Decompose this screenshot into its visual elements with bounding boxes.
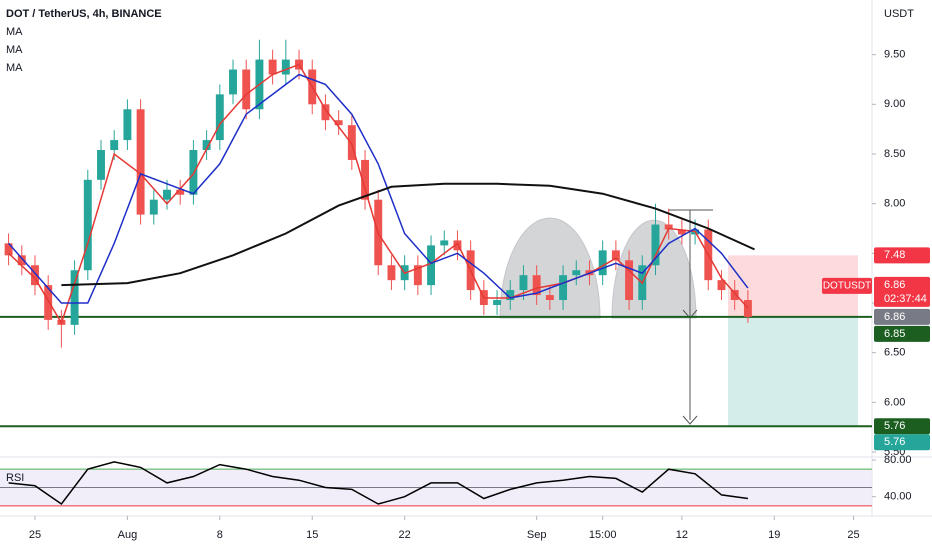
candle-body: [651, 224, 660, 266]
candle-body: [123, 109, 132, 141]
last-price: 6.86: [884, 279, 905, 291]
indicator-label: MA: [6, 44, 23, 56]
candle-body: [4, 243, 13, 256]
x-tick-label: 8: [217, 529, 223, 541]
candle-body: [717, 280, 726, 291]
candle-body: [532, 275, 541, 296]
countdown: 02:37:44: [884, 293, 927, 305]
candle-body: [149, 199, 158, 215]
candle-body: [202, 140, 211, 151]
y-tick-label: 6.00: [884, 396, 905, 408]
price-label: 6.85: [884, 328, 905, 340]
candle-body: [70, 270, 79, 325]
candle-body: [281, 59, 290, 75]
price-label: 5.76: [884, 436, 905, 448]
candle-body: [387, 265, 396, 281]
arrow-head: [682, 415, 698, 425]
candle-body: [321, 104, 330, 121]
candle-body: [215, 94, 224, 141]
x-tick-label: 25: [847, 529, 859, 541]
candle-body: [31, 265, 39, 286]
symbol-box: [822, 277, 872, 294]
x-tick-label: 25: [29, 529, 41, 541]
indicator-label: MA: [6, 62, 23, 74]
chart-title: DOT / TetherUS, 4h, BINANCE: [6, 8, 162, 20]
x-tick-label: Sep: [527, 529, 547, 541]
x-tick-label: Aug: [118, 529, 138, 541]
candle-body: [268, 59, 277, 75]
price-label: 6.86: [884, 311, 905, 323]
candle-body: [347, 125, 356, 160]
candle-body: [83, 179, 92, 271]
candle-body: [730, 290, 739, 301]
candle-body: [361, 159, 369, 200]
rsi-tick-label: 80.00: [884, 454, 912, 466]
price-label-box: [874, 325, 930, 342]
arrow-head: [682, 309, 698, 319]
price-label-box: [874, 418, 930, 435]
x-tick-label: 15:00: [589, 529, 617, 541]
candle-body: [519, 275, 528, 291]
candle-body: [572, 270, 581, 276]
candle-body: [229, 69, 237, 95]
moving-average: [61, 182, 755, 287]
candle-body: [176, 189, 185, 195]
candle-body: [440, 240, 449, 246]
y-tick-label: 9.50: [884, 49, 905, 61]
target-zone: [728, 316, 858, 427]
x-tick-label: 12: [676, 529, 688, 541]
x-tick-label: 15: [306, 529, 318, 541]
price-label-box: [874, 247, 930, 264]
symbol-label: DOTUSDT: [823, 281, 871, 292]
x-tick-label: 22: [399, 529, 411, 541]
price-label: 5.76: [884, 420, 905, 432]
rsi-line: [8, 461, 749, 506]
y-tick-label: 8.00: [884, 198, 905, 210]
moving-average: [8, 73, 749, 304]
candle-body: [506, 290, 515, 301]
candle-body: [559, 275, 568, 301]
candle-body: [110, 140, 119, 151]
axis-unit: USDT: [884, 8, 914, 20]
rsi-tick-label: 40.00: [884, 491, 912, 503]
candle-body: [453, 240, 462, 251]
candle-body: [493, 300, 502, 305]
candle-body: [136, 109, 145, 215]
candle-body: [44, 285, 53, 320]
x-tick-label: 19: [768, 529, 780, 541]
candle-body: [97, 150, 105, 180]
candle-body: [625, 260, 634, 301]
candle-body: [545, 295, 554, 301]
candle-body: [677, 229, 686, 235]
candle-body: [427, 245, 436, 286]
price-label: 7.48: [884, 249, 905, 261]
y-tick-label: 8.50: [884, 148, 905, 160]
candle-body: [163, 189, 171, 200]
candle-body: [743, 300, 752, 317]
y-tick-label: 6.50: [884, 347, 905, 359]
candle-body: [611, 250, 620, 261]
candle-body: [413, 265, 422, 286]
candle-body: [334, 120, 343, 126]
price-label-box: [874, 308, 930, 325]
rsi-label: RSI: [6, 472, 24, 484]
price-label-box: [874, 434, 930, 451]
candle-body: [664, 224, 673, 230]
candle-body: [17, 255, 26, 266]
candle-body: [242, 69, 251, 110]
last-price-box: [874, 276, 930, 307]
indicator-label: MA: [6, 26, 23, 38]
candle-body: [598, 250, 607, 276]
y-tick-label: 9.00: [884, 98, 905, 110]
